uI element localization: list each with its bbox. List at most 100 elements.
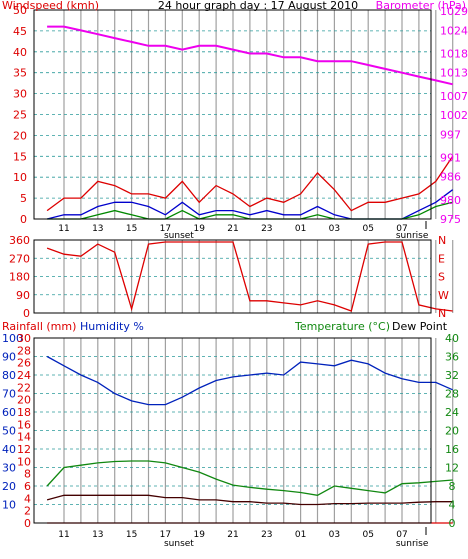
barometer-tick: 1018	[440, 47, 468, 60]
humidity-tick: 60	[2, 406, 16, 419]
temperature-tick: 32	[445, 369, 459, 382]
hour-label: 13	[92, 224, 103, 234]
direction-degree-tick: 0	[23, 307, 30, 320]
windspeed-tick: 50	[13, 4, 27, 17]
humidity-tick: 20	[2, 480, 16, 493]
compass-tick: N	[438, 307, 446, 320]
sunset-label: sunset	[164, 231, 194, 241]
hour-label: 19	[193, 224, 205, 234]
hour-label: 11	[58, 530, 69, 540]
rainfall-tick: 14	[17, 431, 31, 444]
direction-panel-grid	[34, 240, 454, 313]
barometer-tick: 1002	[440, 109, 468, 122]
barometer-tick: 986	[440, 171, 461, 184]
windspeed-tick: 5	[20, 192, 27, 205]
hour-label: 07	[396, 224, 407, 234]
temperature-tick: 0	[449, 517, 456, 530]
climate-panel-grid	[34, 338, 454, 523]
barometer-tick: 980	[440, 194, 461, 207]
windspeed-tick: 20	[13, 129, 27, 142]
rainfall-tick: 30	[17, 332, 31, 345]
wind-panel-hour-labels: 11 13 15 17 19 21 23 01 03 05 07	[58, 221, 427, 234]
temperature-tick: 40	[445, 332, 459, 345]
climate-panel-hour-labels: 11 13 15 17 19 21 23 01 03 05 07	[58, 527, 427, 540]
hour-label: 03	[329, 224, 340, 234]
barometer-tick: 975	[440, 213, 461, 226]
temperature-tick: 20	[445, 425, 459, 438]
rainfall-tick: 18	[17, 406, 31, 419]
temperature-tick-labels: 0 4 8 12 16 20 24 28 32 36 40	[445, 332, 459, 530]
dewpoint-axis-label: Dew Point	[392, 320, 448, 333]
humidity-tick: 70	[2, 388, 16, 401]
dewpoint-line	[46, 494, 453, 506]
temperature-tick: 24	[445, 406, 459, 419]
wind-panel-grid	[34, 10, 454, 219]
sunrise-label-bottom: sunrise	[396, 539, 429, 549]
windspeed-tick: 15	[13, 150, 27, 163]
sunrise-label: sunrise	[396, 231, 429, 241]
direction-degree-labels: 0 90 180 270 360	[9, 234, 30, 320]
compass-tick: E	[438, 252, 445, 265]
windspeed-tick-labels: 0 5 10 15 20 25 30 35 40 45 50	[13, 4, 27, 226]
hour-label: 07	[396, 530, 407, 540]
humidity-tick: 80	[2, 369, 16, 382]
direction-panel-frame	[33, 239, 432, 314]
temperature-tick: 36	[445, 351, 459, 364]
rainfall-tick: 10	[17, 455, 31, 468]
hour-label: 21	[227, 224, 238, 234]
barometer-tick: 997	[440, 128, 461, 141]
hour-label: 15	[126, 530, 137, 540]
hour-label: 13	[92, 530, 103, 540]
humidity-tick: 40	[2, 443, 16, 456]
temperature-tick: 12	[445, 462, 459, 475]
humidity-tick: 10	[2, 499, 16, 512]
hour-label: 23	[261, 224, 272, 234]
rainfall-tick: 22	[17, 381, 31, 394]
barometer-tick: 1007	[440, 90, 468, 103]
barometer-axis-label: Barometer (hPa)	[376, 0, 466, 12]
hour-label: 05	[362, 224, 373, 234]
barometer-tick: 1013	[440, 67, 468, 80]
wind-direction-line	[46, 241, 453, 312]
rainfall-tick: 6	[24, 480, 31, 493]
sunset-label-bottom: sunset	[164, 539, 194, 549]
barometer-tick: 991	[440, 151, 461, 164]
hour-label: 23	[261, 530, 272, 540]
rainfall-tick: 26	[17, 357, 31, 370]
barometer-tick: 1024	[440, 24, 468, 37]
humidity-tick: 50	[2, 425, 16, 438]
direction-degree-tick: 180	[9, 271, 30, 284]
hour-label: 15	[126, 224, 137, 234]
hour-label: 17	[160, 224, 171, 234]
rainfall-tick: 16	[17, 418, 31, 431]
windspeed-axis-label: Windspeed (kmh)	[2, 0, 99, 12]
hour-label: 17	[160, 530, 171, 540]
direction-degree-tick: 90	[16, 289, 30, 302]
compass-tick: W	[438, 289, 449, 302]
direction-degree-tick: 270	[9, 252, 30, 265]
temperature-line	[46, 460, 453, 496]
rainfall-tick: 12	[17, 443, 31, 456]
humidity-tick-labels: 10 20 30 40 50 60 70 80 90 100	[2, 332, 23, 512]
rainfall-tick: 2	[24, 505, 31, 518]
windspeed-tick: 40	[13, 46, 27, 59]
windspeed-tick: 0	[20, 213, 27, 226]
barometer-tick-labels: 975 980 986 991 997 1002 1007 1013 1018 1024 1029	[440, 5, 468, 226]
rainfall-tick: 20	[17, 394, 31, 407]
windspeed-tick: 25	[13, 109, 27, 122]
graph-title: 24 hour graph day : 17 August 2010	[158, 0, 358, 12]
temperature-tick: 4	[449, 499, 456, 512]
rainfall-tick: 0	[24, 517, 31, 530]
temperature-tick: 8	[449, 480, 456, 493]
hour-label: 21	[227, 530, 238, 540]
windspeed-tick: 35	[13, 67, 27, 80]
hour-label: 19	[193, 530, 205, 540]
rainfall-tick: 4	[24, 492, 31, 505]
windspeed-tick: 45	[13, 25, 27, 38]
temperature-tick: 16	[445, 443, 459, 456]
humidity-axis-label: Humidity %	[80, 320, 144, 333]
compass-tick: S	[438, 271, 445, 284]
